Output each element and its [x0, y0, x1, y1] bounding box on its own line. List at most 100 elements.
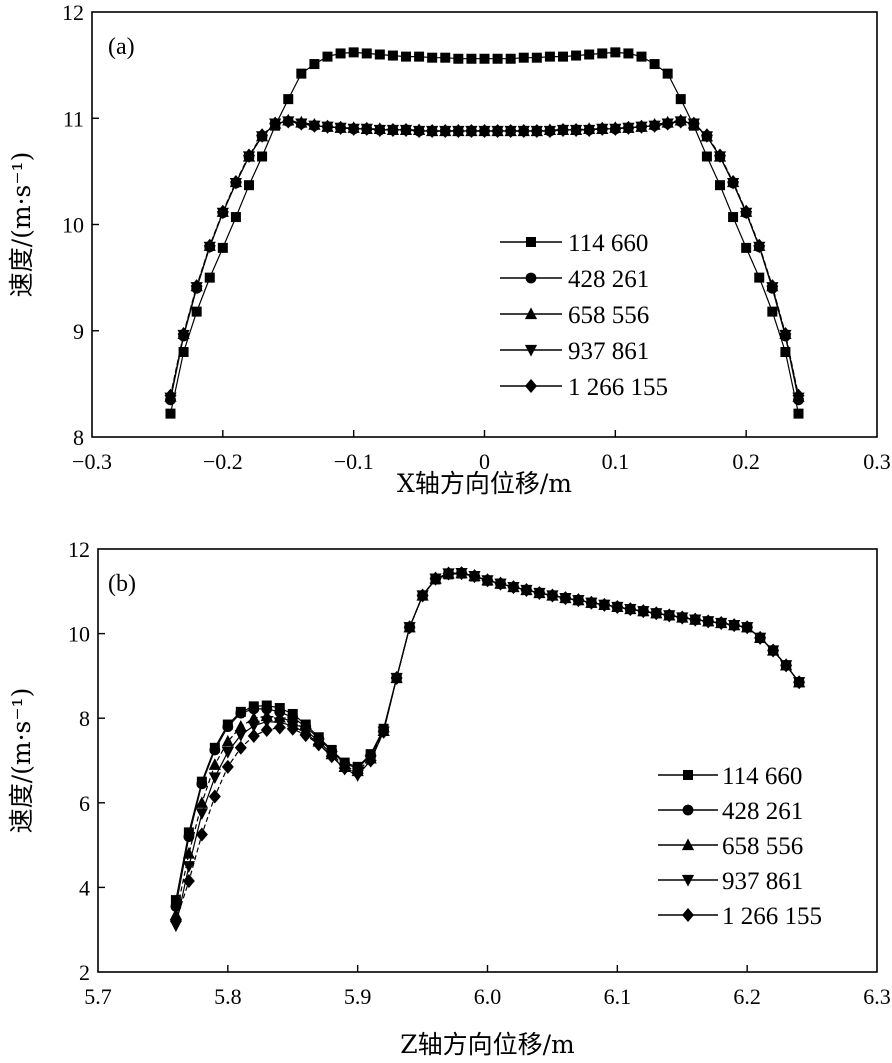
- data-point: [481, 573, 494, 588]
- y-tick-label: 6: [79, 791, 90, 816]
- legend-label: 658 556: [568, 302, 649, 329]
- data-point: [753, 238, 766, 253]
- data-point: [507, 580, 520, 595]
- data-point: [360, 121, 373, 136]
- data-point: [465, 124, 478, 138]
- data-point: [466, 53, 477, 64]
- data-point: [478, 124, 491, 138]
- data-point: [248, 703, 260, 715]
- data-point: [570, 122, 583, 137]
- data-point: [400, 122, 412, 137]
- y-axis-label: 速度/(m·s⁻¹): [7, 152, 36, 298]
- legend-marker: [683, 770, 693, 780]
- data-point: [286, 721, 299, 736]
- data-point: [585, 595, 598, 610]
- chart-panel-b: 5.7 5.8 5.9 6.0 6.1 6.2 6.3 2 4 6 8 10 12 Z轴方向位移/m 速度/…: [7, 537, 891, 1059]
- data-point: [674, 114, 687, 129]
- data-point: [325, 749, 338, 764]
- data-point: [209, 744, 221, 756]
- data-point: [453, 53, 464, 64]
- data-point: [190, 279, 203, 294]
- legend-marker: [682, 804, 694, 816]
- data-point: [518, 52, 529, 63]
- legend-marker: [681, 874, 695, 887]
- data-point: [767, 306, 778, 317]
- series-5: [164, 114, 805, 403]
- data-point: [230, 212, 241, 223]
- data-point: [452, 124, 465, 138]
- data-point: [531, 52, 542, 63]
- data-point: [584, 49, 595, 60]
- data-point: [390, 671, 403, 686]
- y-tick-label: 8: [79, 706, 90, 731]
- data-point: [610, 47, 621, 58]
- y-tick-label: 9: [73, 319, 84, 344]
- x-tick-label: 6.2: [733, 984, 761, 1009]
- y-tick-label: 12: [62, 0, 84, 25]
- data-point: [741, 620, 754, 635]
- data-point: [244, 180, 254, 191]
- data-point: [377, 724, 390, 739]
- data-point: [597, 48, 608, 59]
- data-point: [308, 118, 321, 133]
- legend-marker: [525, 272, 537, 284]
- x-tick-label: 6.3: [863, 984, 891, 1009]
- data-point: [335, 48, 346, 59]
- x-axis-label: Z轴方向位移/m: [400, 1030, 575, 1059]
- data-point: [492, 53, 503, 64]
- data-point: [374, 49, 385, 60]
- data-point: [714, 148, 726, 163]
- data-point: [204, 272, 215, 283]
- data-point: [544, 51, 555, 62]
- legend-item: 658 556: [500, 302, 649, 329]
- data-point: [517, 124, 530, 138]
- y-tick-label: 4: [79, 875, 90, 900]
- data-point: [182, 861, 195, 873]
- data-point: [222, 721, 234, 733]
- legend-marker: [526, 237, 536, 247]
- data-point: [282, 114, 295, 129]
- data-point: [779, 326, 792, 341]
- panel-label: (b): [108, 571, 136, 597]
- legend: 114 660 428 261 658 556 937 861 1 266 155: [658, 763, 822, 930]
- data-point: [715, 180, 725, 191]
- data-point: [636, 51, 647, 62]
- x-tick-label: 5.7: [84, 984, 112, 1009]
- data-point: [793, 675, 806, 690]
- data-point: [299, 728, 312, 743]
- data-point: [622, 120, 635, 135]
- data-point: [728, 212, 739, 223]
- data-point: [689, 612, 702, 627]
- legend-marker: [682, 908, 694, 922]
- data-point: [623, 48, 634, 59]
- data-point: [165, 408, 176, 419]
- data-point: [662, 68, 673, 79]
- legend: 114 660 428 261 658 556 937 861 1 266 155: [500, 230, 668, 401]
- data-point: [221, 734, 234, 747]
- data-point: [283, 94, 294, 105]
- x-tick-label: −0.1: [334, 449, 374, 474]
- data-point: [427, 52, 438, 63]
- data-point: [261, 703, 273, 715]
- data-point: [221, 759, 234, 774]
- data-point: [676, 610, 689, 625]
- data-point: [243, 148, 255, 163]
- x-tick-label: 0.2: [732, 449, 760, 474]
- data-point: [217, 242, 228, 253]
- data-point: [767, 643, 780, 658]
- data-point: [558, 51, 568, 62]
- x-tick-label: 5.9: [344, 984, 372, 1009]
- x-tick-label: −0.2: [203, 449, 243, 474]
- data-point: [596, 121, 609, 136]
- data-point: [170, 895, 181, 906]
- legend-label: 114 660: [568, 230, 648, 257]
- data-point: [530, 124, 543, 138]
- data-point: [273, 720, 286, 735]
- legend-label: 428 261: [722, 798, 803, 825]
- legend-label: 658 556: [722, 833, 803, 860]
- data-point: [557, 122, 569, 137]
- x-tick-label: 0.1: [602, 449, 630, 474]
- data-point: [260, 716, 273, 729]
- series-5: [169, 566, 806, 929]
